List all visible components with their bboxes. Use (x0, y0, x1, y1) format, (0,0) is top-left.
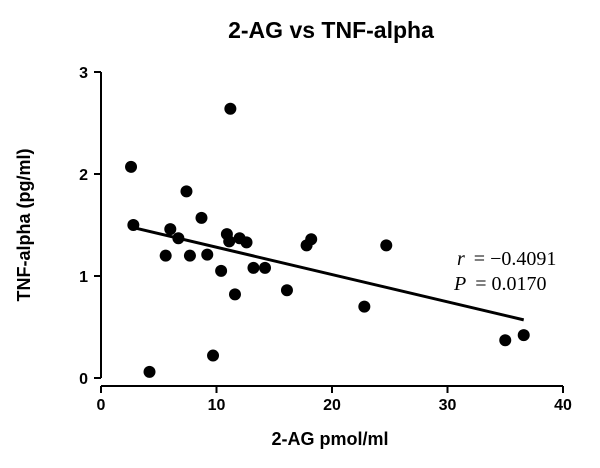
data-point-18 (247, 261, 260, 274)
data-point-7 (183, 249, 196, 262)
x-axis-title: 2-AG pmol/ml (271, 429, 388, 449)
x-tick-label-0: 0 (97, 397, 106, 414)
data-point-8 (195, 211, 208, 224)
data-point-9 (201, 248, 214, 261)
data-point-11 (215, 264, 228, 277)
data-point-20 (280, 284, 293, 297)
p-symbol: P (453, 273, 466, 295)
data-point-14 (224, 102, 237, 115)
x-tick-label-4: 40 (554, 397, 572, 414)
y-axis-title: TNF-alpha (pg/ml) (14, 149, 34, 302)
r-value: = −0.4091 (474, 248, 557, 270)
data-point-22 (305, 233, 318, 246)
x-tick-label-3: 30 (439, 397, 457, 414)
data-point-25 (499, 334, 512, 347)
data-point-26 (517, 329, 530, 342)
regression-line (130, 225, 525, 322)
data-points (125, 102, 530, 378)
data-point-10 (207, 349, 220, 362)
data-point-24 (380, 239, 393, 252)
data-point-17 (240, 236, 253, 249)
data-point-3 (159, 249, 172, 262)
data-point-5 (172, 232, 185, 245)
data-point-15 (228, 288, 241, 301)
r-symbol: r (457, 248, 465, 270)
data-point-6 (180, 185, 193, 198)
data-point-19 (259, 261, 272, 274)
tick-group (94, 71, 564, 393)
y-tick-label-0: 0 (79, 371, 88, 388)
data-point-23 (358, 300, 371, 313)
data-point-1 (127, 219, 140, 231)
y-tick-label-2: 2 (79, 167, 88, 184)
data-point-2 (143, 365, 156, 378)
data-point-13 (223, 235, 236, 248)
y-tick-label-1: 1 (79, 269, 88, 286)
data-point-4 (164, 223, 177, 236)
chart-title: 2-AG vs TNF-alpha (228, 17, 434, 43)
p-statistic: P = 0.0170 (453, 273, 547, 295)
data-point-0 (125, 160, 138, 173)
r-statistic: r = −0.4091 (457, 248, 556, 270)
y-tick-label-3: 3 (79, 65, 88, 82)
tick-label-group: 0 10 20 30 40 0 1 2 3 (79, 65, 572, 414)
x-tick-label-2: 20 (323, 397, 341, 414)
p-value: = 0.0170 (475, 273, 546, 295)
x-tick-label-1: 10 (208, 397, 226, 414)
